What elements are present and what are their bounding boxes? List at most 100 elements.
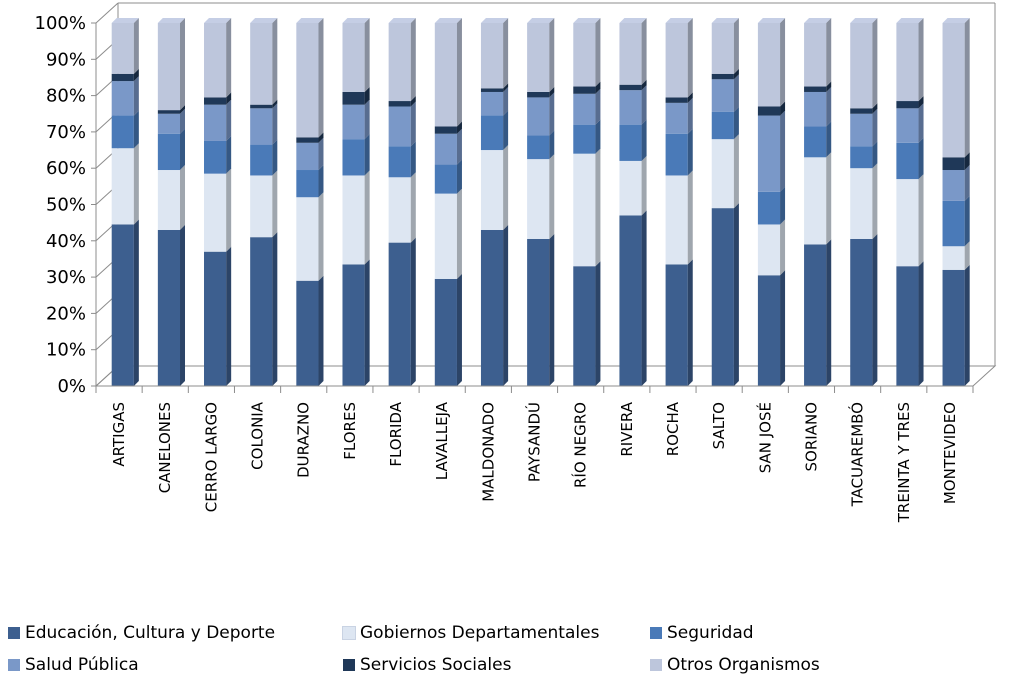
bar-side (180, 18, 186, 111)
bar-front (804, 91, 827, 127)
bar-side (918, 137, 924, 180)
bar-segment (573, 261, 601, 386)
bar-stack (204, 18, 232, 386)
bar-segment (665, 259, 693, 386)
bar-side (595, 148, 601, 267)
bar-side (687, 18, 693, 98)
bar-segment (757, 18, 786, 107)
bar-top (480, 18, 509, 23)
x-tick-label: ARTIGAS (110, 402, 128, 467)
bar-segment (434, 121, 462, 134)
bar-side (918, 103, 924, 143)
bar-front (250, 237, 273, 386)
bar-side (133, 76, 139, 116)
bar-segment (896, 103, 924, 143)
bar-side (733, 74, 739, 112)
bar-side (641, 79, 647, 91)
bar-side (318, 132, 324, 143)
bar-side (318, 18, 324, 138)
bar-segment (850, 163, 878, 239)
bar-segment (665, 170, 693, 265)
bar-side (641, 18, 647, 85)
bar-segment (157, 18, 186, 111)
bar-stack (804, 18, 832, 386)
bar-side (687, 170, 693, 265)
bar-segment (342, 18, 370, 92)
x-tick-label: SALTO (710, 402, 728, 449)
bar-segment (480, 18, 509, 89)
bar-front (711, 139, 734, 209)
bar-side (318, 192, 324, 281)
bar-front (342, 139, 365, 176)
bar-segment (111, 18, 139, 74)
bar-side (780, 270, 786, 386)
bar-front (573, 86, 596, 94)
bar-side (872, 18, 878, 109)
bar-front (157, 110, 181, 114)
bar-segment (757, 186, 786, 225)
y-tick-label: 40% (46, 231, 86, 252)
bar-side (226, 168, 232, 252)
bar-top (250, 18, 278, 23)
bar-front (850, 238, 873, 386)
bar-side (595, 81, 601, 94)
bar-front (388, 106, 411, 147)
bar-top (711, 18, 739, 23)
bar-side (733, 106, 739, 140)
bar-segment (480, 224, 509, 386)
bar-segment (619, 210, 647, 386)
bar-front (757, 23, 781, 107)
bar-front (342, 91, 365, 105)
bar-segment (804, 81, 832, 92)
bar-segment (619, 119, 647, 161)
bar-side (272, 232, 278, 386)
y-tick-label: 50% (46, 195, 86, 216)
bar-front (157, 229, 181, 386)
bar-front (342, 104, 365, 140)
bar-side (549, 92, 555, 136)
bar-front (757, 106, 781, 116)
bar-front (896, 101, 919, 109)
bar-front (480, 88, 504, 92)
bar-side (826, 18, 832, 87)
bar-segment (711, 134, 739, 209)
bar-segment (757, 101, 786, 116)
bar-segment (804, 121, 832, 158)
bar-side (133, 143, 139, 225)
bar-front (942, 269, 965, 386)
bar-segment (711, 18, 739, 74)
bar-side (549, 233, 555, 386)
bar-top (111, 18, 139, 23)
bar-side (503, 86, 509, 116)
bar-segment (388, 101, 416, 147)
bar-top (527, 18, 555, 23)
bar-front (204, 140, 227, 174)
bar-front (665, 264, 688, 386)
bar-segment (573, 81, 601, 94)
bar-segment (204, 168, 232, 252)
bar-side (641, 210, 647, 386)
bar-front (757, 275, 781, 386)
bar-side (595, 261, 601, 386)
bar-side (826, 152, 832, 245)
bar-side (226, 99, 232, 141)
x-tick-label: MONTEVIDEO (941, 402, 959, 504)
bar-side (780, 219, 786, 276)
bar-front (665, 175, 688, 265)
bar-segment (665, 97, 693, 134)
bar-stack (250, 18, 278, 386)
bar-front (665, 133, 688, 176)
bar-side (733, 134, 739, 209)
bar-segment (850, 233, 878, 386)
bar-front (896, 23, 919, 102)
bar-front (896, 142, 919, 180)
bar-segment (896, 174, 924, 267)
bar-side (364, 134, 370, 176)
bar-front (157, 133, 181, 171)
bar-segment (573, 18, 601, 87)
bar-segment (388, 172, 416, 243)
bar-front (480, 23, 504, 89)
bar-segment (204, 135, 232, 174)
bar-front (296, 137, 319, 143)
bar-front (804, 23, 827, 87)
